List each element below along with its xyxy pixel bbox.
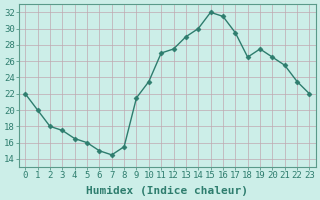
X-axis label: Humidex (Indice chaleur): Humidex (Indice chaleur) (86, 186, 248, 196)
